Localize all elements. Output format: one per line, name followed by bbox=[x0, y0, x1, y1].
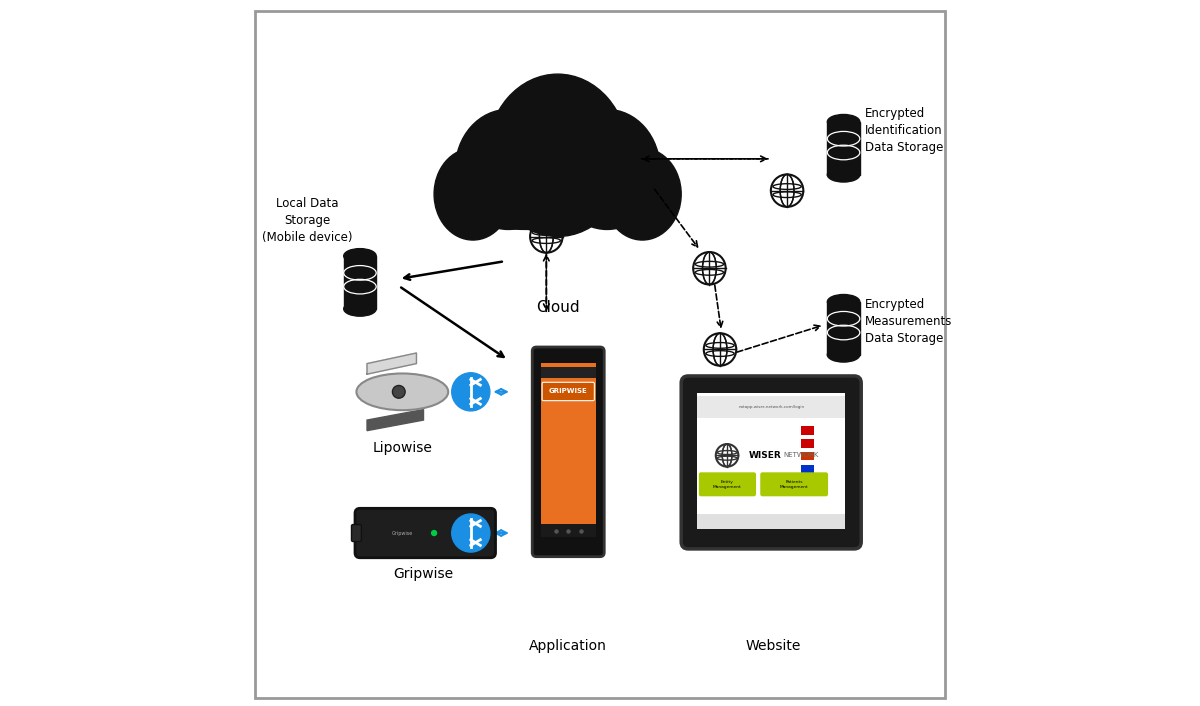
FancyBboxPatch shape bbox=[761, 472, 828, 496]
Ellipse shape bbox=[827, 114, 860, 129]
Text: GRIPWISE: GRIPWISE bbox=[548, 388, 588, 395]
Text: Gripwise: Gripwise bbox=[394, 567, 454, 581]
Ellipse shape bbox=[487, 74, 629, 237]
FancyBboxPatch shape bbox=[542, 383, 594, 401]
Ellipse shape bbox=[438, 173, 622, 229]
Text: Website: Website bbox=[745, 639, 800, 653]
Text: Patients
Management: Patients Management bbox=[780, 480, 809, 489]
Text: Lipowise: Lipowise bbox=[372, 441, 432, 455]
Ellipse shape bbox=[451, 514, 490, 552]
Ellipse shape bbox=[392, 385, 406, 398]
FancyBboxPatch shape bbox=[352, 525, 361, 542]
Ellipse shape bbox=[827, 167, 860, 182]
Text: Application: Application bbox=[529, 639, 607, 653]
Ellipse shape bbox=[455, 109, 562, 229]
FancyBboxPatch shape bbox=[802, 452, 814, 460]
FancyBboxPatch shape bbox=[533, 347, 605, 556]
Ellipse shape bbox=[431, 530, 437, 537]
Ellipse shape bbox=[604, 148, 682, 240]
FancyBboxPatch shape bbox=[697, 395, 845, 418]
Text: NETWORK: NETWORK bbox=[784, 453, 818, 458]
Ellipse shape bbox=[434, 148, 511, 240]
FancyBboxPatch shape bbox=[802, 426, 814, 435]
Ellipse shape bbox=[343, 301, 376, 316]
Text: notapp.wiser-network.com/login: notapp.wiser-network.com/login bbox=[738, 405, 804, 409]
Polygon shape bbox=[367, 409, 424, 431]
Ellipse shape bbox=[827, 347, 860, 362]
Text: WISER: WISER bbox=[749, 451, 781, 460]
FancyBboxPatch shape bbox=[698, 472, 756, 496]
Ellipse shape bbox=[451, 373, 490, 411]
FancyBboxPatch shape bbox=[355, 508, 496, 558]
Text: Encrypted
Measurements
Data Storage: Encrypted Measurements Data Storage bbox=[865, 298, 952, 345]
FancyBboxPatch shape bbox=[827, 121, 860, 174]
Ellipse shape bbox=[356, 373, 449, 410]
Ellipse shape bbox=[827, 294, 860, 309]
FancyBboxPatch shape bbox=[541, 367, 595, 378]
FancyBboxPatch shape bbox=[343, 256, 376, 309]
Polygon shape bbox=[367, 353, 416, 374]
FancyBboxPatch shape bbox=[802, 465, 814, 473]
Text: Entity
Management: Entity Management bbox=[713, 480, 742, 489]
FancyBboxPatch shape bbox=[697, 514, 845, 530]
FancyBboxPatch shape bbox=[802, 439, 814, 448]
FancyBboxPatch shape bbox=[541, 363, 595, 537]
Ellipse shape bbox=[554, 109, 660, 229]
Text: Encrypted
Identification
Data Storage: Encrypted Identification Data Storage bbox=[865, 107, 943, 154]
Text: Local Data
Storage
(Mobile device): Local Data Storage (Mobile device) bbox=[262, 196, 353, 244]
FancyBboxPatch shape bbox=[802, 477, 814, 486]
Ellipse shape bbox=[343, 249, 376, 263]
Text: Gripwise: Gripwise bbox=[391, 530, 413, 536]
FancyBboxPatch shape bbox=[682, 376, 862, 549]
FancyBboxPatch shape bbox=[541, 524, 595, 537]
FancyBboxPatch shape bbox=[697, 393, 845, 530]
FancyBboxPatch shape bbox=[827, 302, 860, 354]
Text: Cloud: Cloud bbox=[536, 300, 580, 315]
